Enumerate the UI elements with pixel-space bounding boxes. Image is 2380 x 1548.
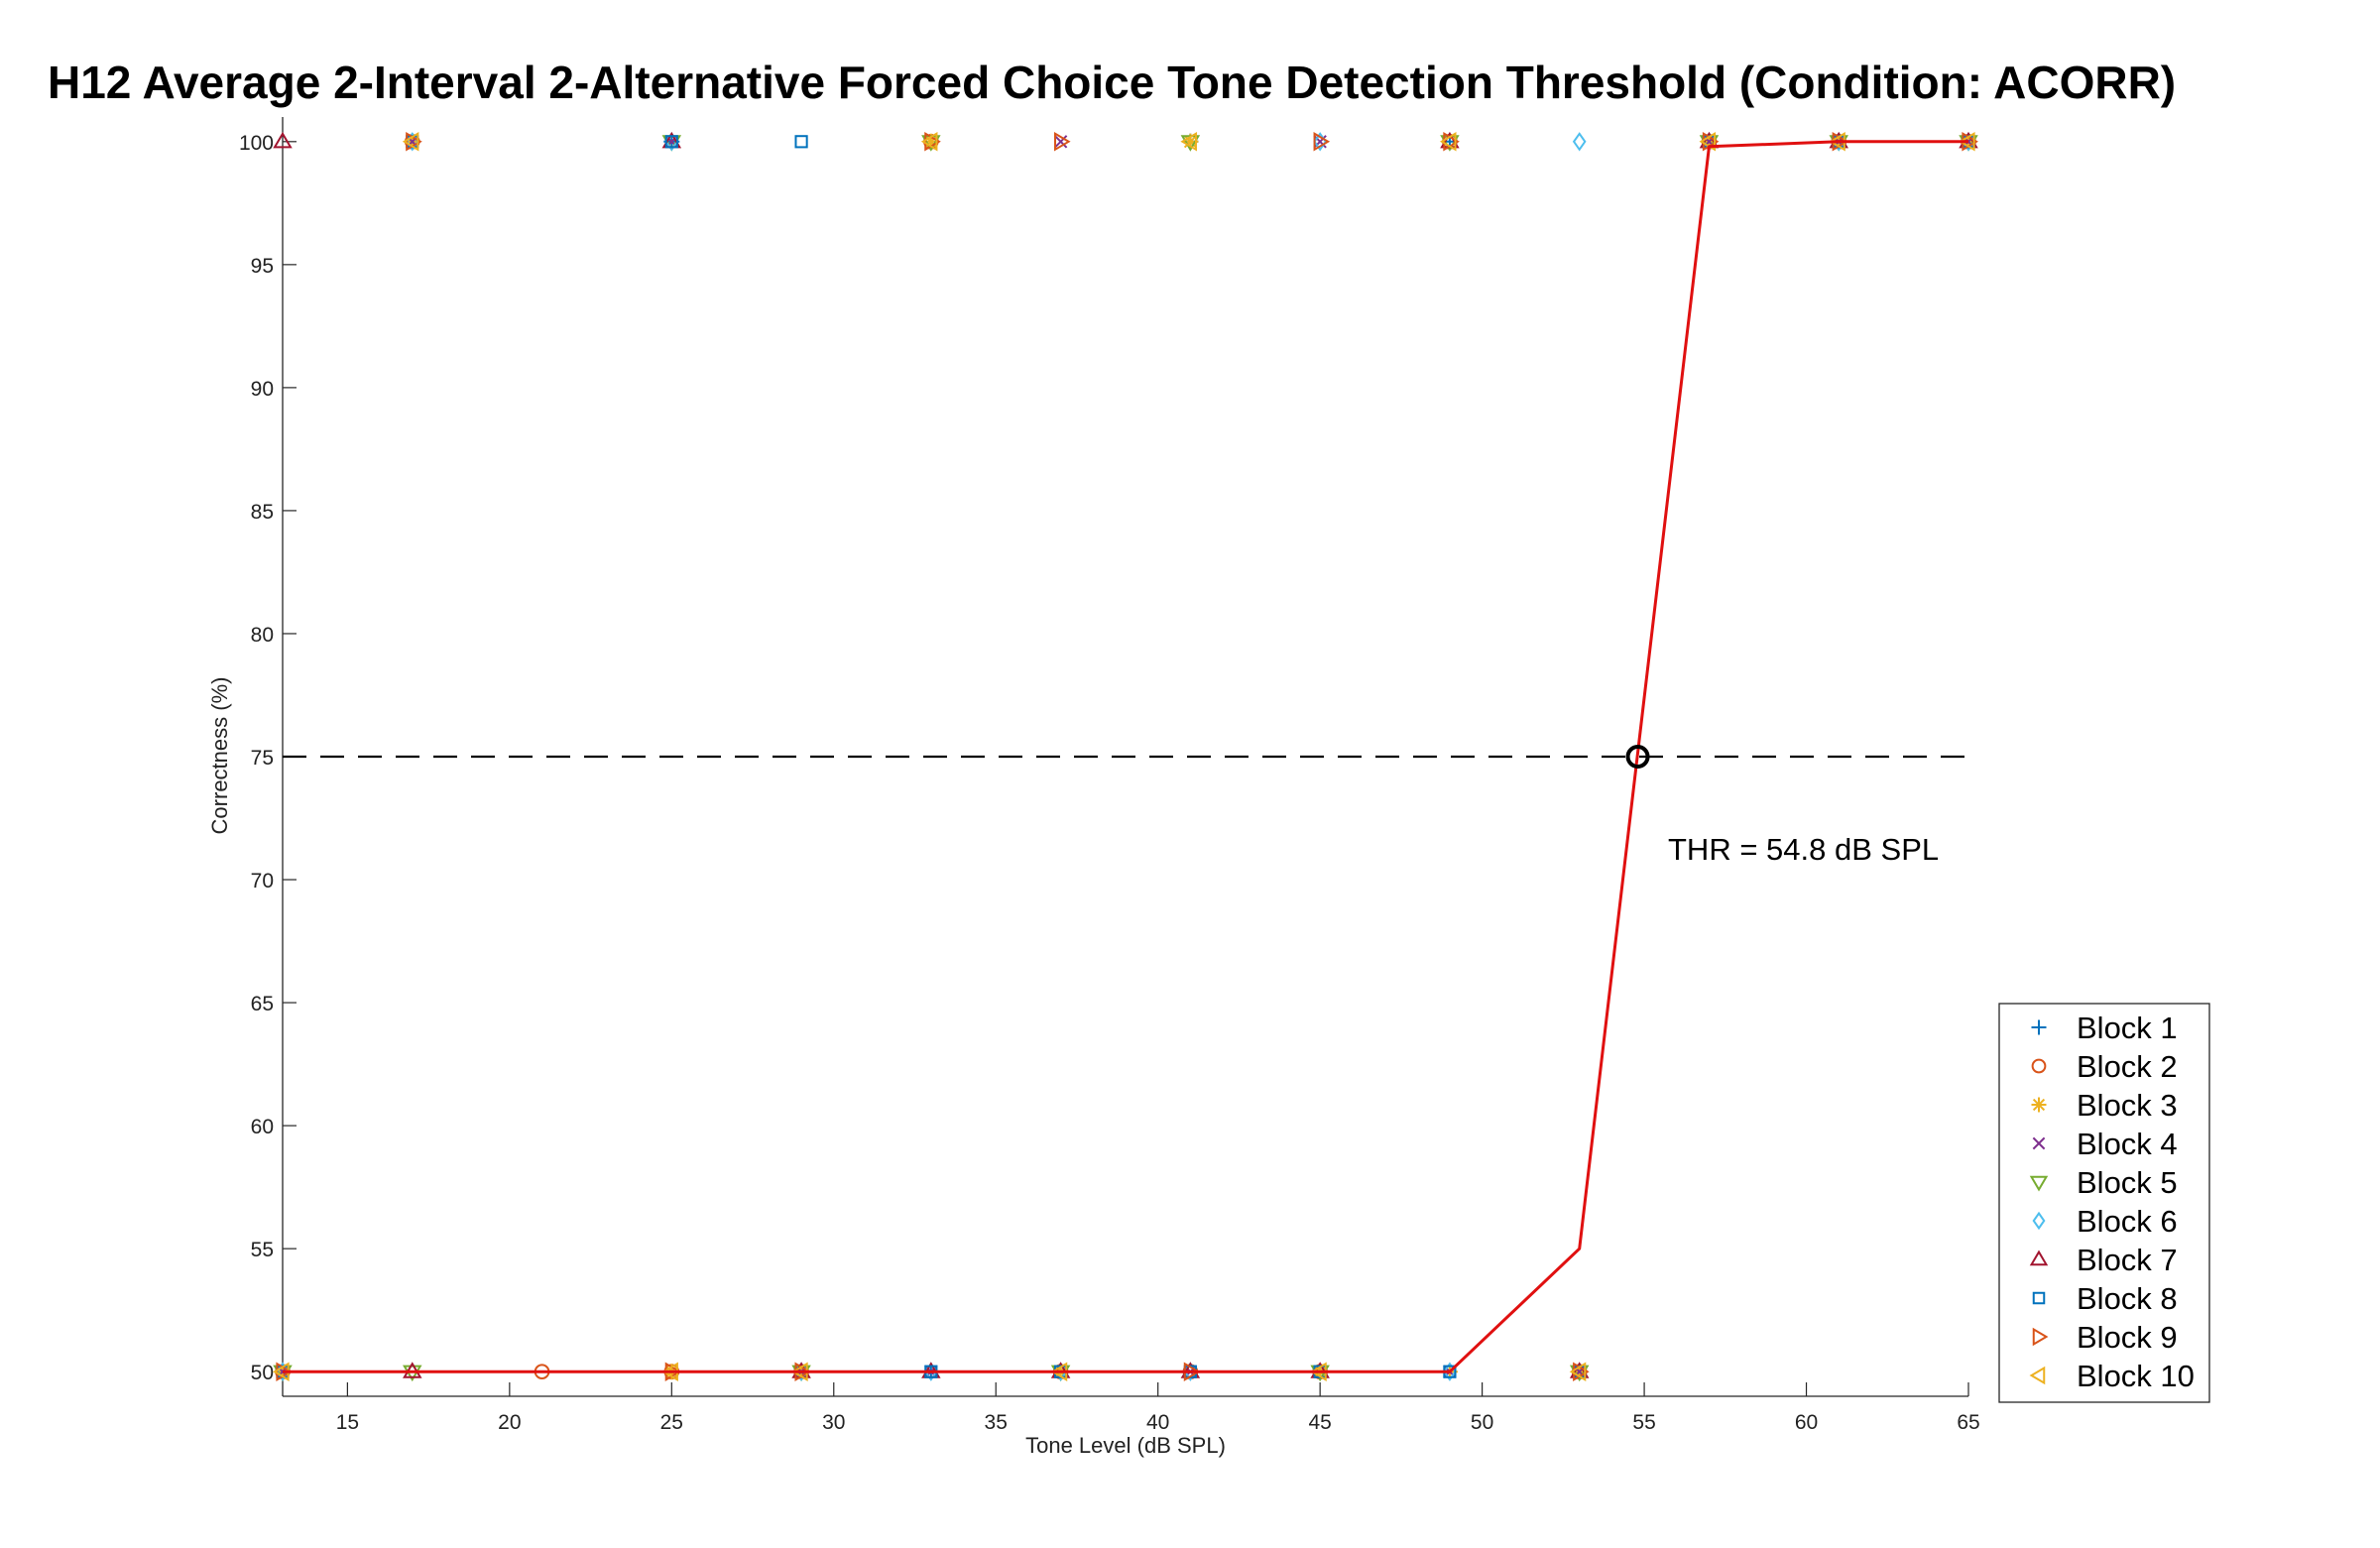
legend: Block 1 Block 2 Block 3 Block 4 Block 5 Block… (1999, 1004, 2209, 1402)
x-tick-label: 15 (336, 1411, 359, 1434)
legend-label: Block 9 (2077, 1320, 2178, 1355)
legend-label: Block 8 (2077, 1281, 2178, 1316)
threshold-annotation: THR = 54.8 dB SPL (1668, 832, 1939, 867)
diamond-marker (1574, 134, 1585, 150)
x-tick-label: 55 (1632, 1411, 1655, 1434)
legend-label: Block 10 (2077, 1359, 2195, 1393)
square-marker (795, 136, 806, 147)
legend-label: Block 1 (2077, 1011, 2178, 1045)
x-tick-label: 60 (1795, 1411, 1818, 1434)
y-tick-label: 100 (239, 132, 274, 155)
legend-label: Block 6 (2077, 1204, 2178, 1239)
x-tick-label: 30 (822, 1411, 845, 1434)
legend-label: Block 7 (2077, 1243, 2178, 1277)
legend-label: Block 5 (2077, 1165, 2178, 1200)
y-tick-label: 55 (251, 1239, 274, 1261)
x-axis-label: Tone Level (dB SPL) (1025, 1433, 1226, 1458)
legend-label: Block 3 (2077, 1088, 2178, 1123)
y-tick-label: 95 (251, 255, 274, 278)
x-tick-label: 20 (498, 1411, 521, 1434)
y-tick-label: 60 (251, 1116, 274, 1138)
x-tick-label: 25 (660, 1411, 683, 1434)
x-tick-label: 35 (985, 1411, 1008, 1434)
y-tick-label: 85 (251, 501, 274, 524)
legend-label: Block 4 (2077, 1127, 2178, 1161)
y-axis-label: Correctness (%) (207, 677, 232, 835)
asterisk-marker (2032, 1098, 2047, 1113)
y-tick-label: 75 (251, 747, 274, 770)
y-tick-label: 70 (251, 870, 274, 893)
x-tick-label: 40 (1146, 1411, 1169, 1434)
series-block-7 (275, 134, 1976, 1377)
y-tick-label: 65 (251, 993, 274, 1015)
x-tick-label: 45 (1308, 1411, 1331, 1434)
axes: 15 20 25 30 35 40 45 50 55 60 65 50 55 60 65 70 75 80 85 90… (239, 117, 1980, 1434)
series-block-5 (275, 136, 1976, 1379)
y-tick-label: 90 (251, 378, 274, 401)
y-tick-label: 80 (251, 624, 274, 647)
x-tick-label: 65 (1957, 1411, 1979, 1434)
x-tick-label: 50 (1471, 1411, 1493, 1434)
legend-label: Block 2 (2077, 1049, 2178, 1084)
y-tick-label: 50 (251, 1362, 274, 1384)
